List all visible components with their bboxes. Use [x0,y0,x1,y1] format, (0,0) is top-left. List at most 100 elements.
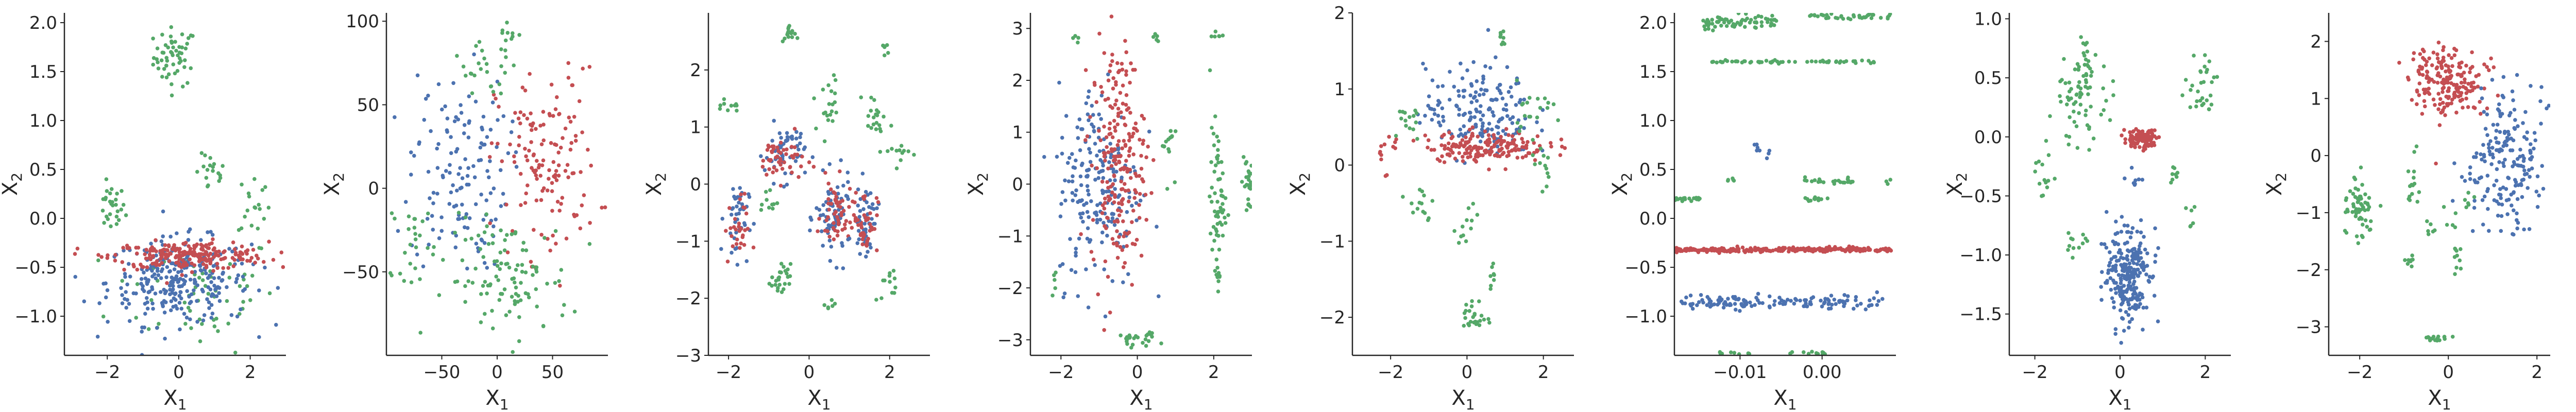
data-point-blue [393,115,397,119]
data-point-red [1503,167,1507,171]
data-point-green [1422,193,1426,198]
data-point-green [2087,127,2091,131]
data-point-red [2422,99,2427,103]
y-tick-label: −1 [2296,203,2321,224]
data-point-blue [858,252,862,256]
y-tick-label: 0 [690,175,701,195]
data-point-green [1737,352,1741,355]
data-point-red [531,153,536,158]
data-point-green [1764,59,1769,63]
data-point-red [1151,158,1156,162]
data-point-green [1711,28,1715,32]
data-point-red [1435,157,1440,161]
data-point-red [1118,245,1123,249]
data-point-blue [2121,301,2125,305]
data-point-red [523,88,528,93]
data-point-blue [2545,106,2549,111]
data-point-green [418,233,422,238]
data-point-red [738,246,742,250]
data-point-blue [2137,250,2141,254]
data-point-green [1809,13,1814,18]
data-point-blue [719,247,723,251]
y-tick-label: 0.0 [1639,209,1667,229]
data-point-red [1432,148,1436,152]
data-point-red [233,251,238,255]
data-point-red [1510,134,1515,139]
data-point-red [2460,97,2465,102]
data-point-green [1857,15,1862,20]
data-point-red [2425,60,2429,64]
data-point-blue [2141,305,2146,310]
data-point-blue [1457,107,1462,112]
data-point-green [869,109,873,113]
data-point-green [181,84,185,89]
data-point-green [1793,60,1797,64]
data-point-red [563,126,568,131]
data-point-red [572,213,576,217]
data-point-blue [1798,298,1802,303]
data-point-green [252,177,257,181]
data-point-blue [495,79,500,84]
data-point-red [2441,87,2445,91]
data-point-red [534,127,538,131]
data-point-blue [209,303,214,307]
data-point-red [1117,160,1122,165]
data-point-blue [2539,122,2543,126]
data-point-blue [796,147,801,152]
data-point-red [2436,71,2441,75]
data-point-red [2435,80,2440,85]
data-point-blue [1092,129,1096,133]
data-point-blue [467,216,472,220]
data-point-green [1242,155,1246,159]
data-point-blue [2486,187,2490,191]
data-point-red [520,85,525,90]
data-point-green [1414,120,1418,125]
data-point-green [534,267,538,271]
data-point-red [2461,84,2466,89]
data-point-red [2482,62,2486,66]
data-point-green [2455,253,2460,258]
data-point-blue [1767,148,1772,153]
data-point-blue [1101,190,1106,194]
data-point-blue [2114,219,2118,224]
data-point-blue [2103,242,2107,247]
data-point-blue [2475,151,2479,156]
data-point-red [560,196,565,200]
data-point-red [838,169,842,174]
data-point-blue [2512,208,2516,213]
data-point-blue [1474,125,1478,129]
data-point-blue [1481,121,1485,126]
data-point-blue [174,274,179,279]
data-point-blue [2497,141,2501,145]
data-point-blue [840,241,844,245]
data-point-blue [1486,28,1490,32]
data-point-red [785,147,789,151]
data-point-blue [1107,160,1111,164]
data-point-red [1138,1,1142,5]
data-point-blue [1867,304,1871,308]
data-point-red [2444,63,2448,67]
data-point-blue [2140,295,2145,300]
data-point-green [185,81,190,85]
data-point-red [2427,87,2431,91]
data-point-green [1401,195,1405,199]
data-point-blue [437,236,442,241]
data-point-green [1246,169,1251,174]
data-point-blue [2111,300,2116,304]
data-point-red [1104,135,1109,140]
data-point-blue [2501,75,2506,79]
data-point-blue [863,190,868,194]
data-point-green [2207,107,2211,111]
data-point-red [1098,138,1103,143]
data-point-blue [1506,90,1511,94]
data-point-blue [120,293,124,297]
data-point-blue [1112,223,1117,227]
data-point-green [729,104,734,108]
data-point-red [1131,209,1136,213]
data-point-green [2101,86,2105,91]
data-point-green [2072,102,2076,106]
data-point-blue [2485,174,2490,178]
data-point-red [166,253,171,258]
data-point-blue [2495,199,2499,203]
data-point-green [163,43,168,47]
